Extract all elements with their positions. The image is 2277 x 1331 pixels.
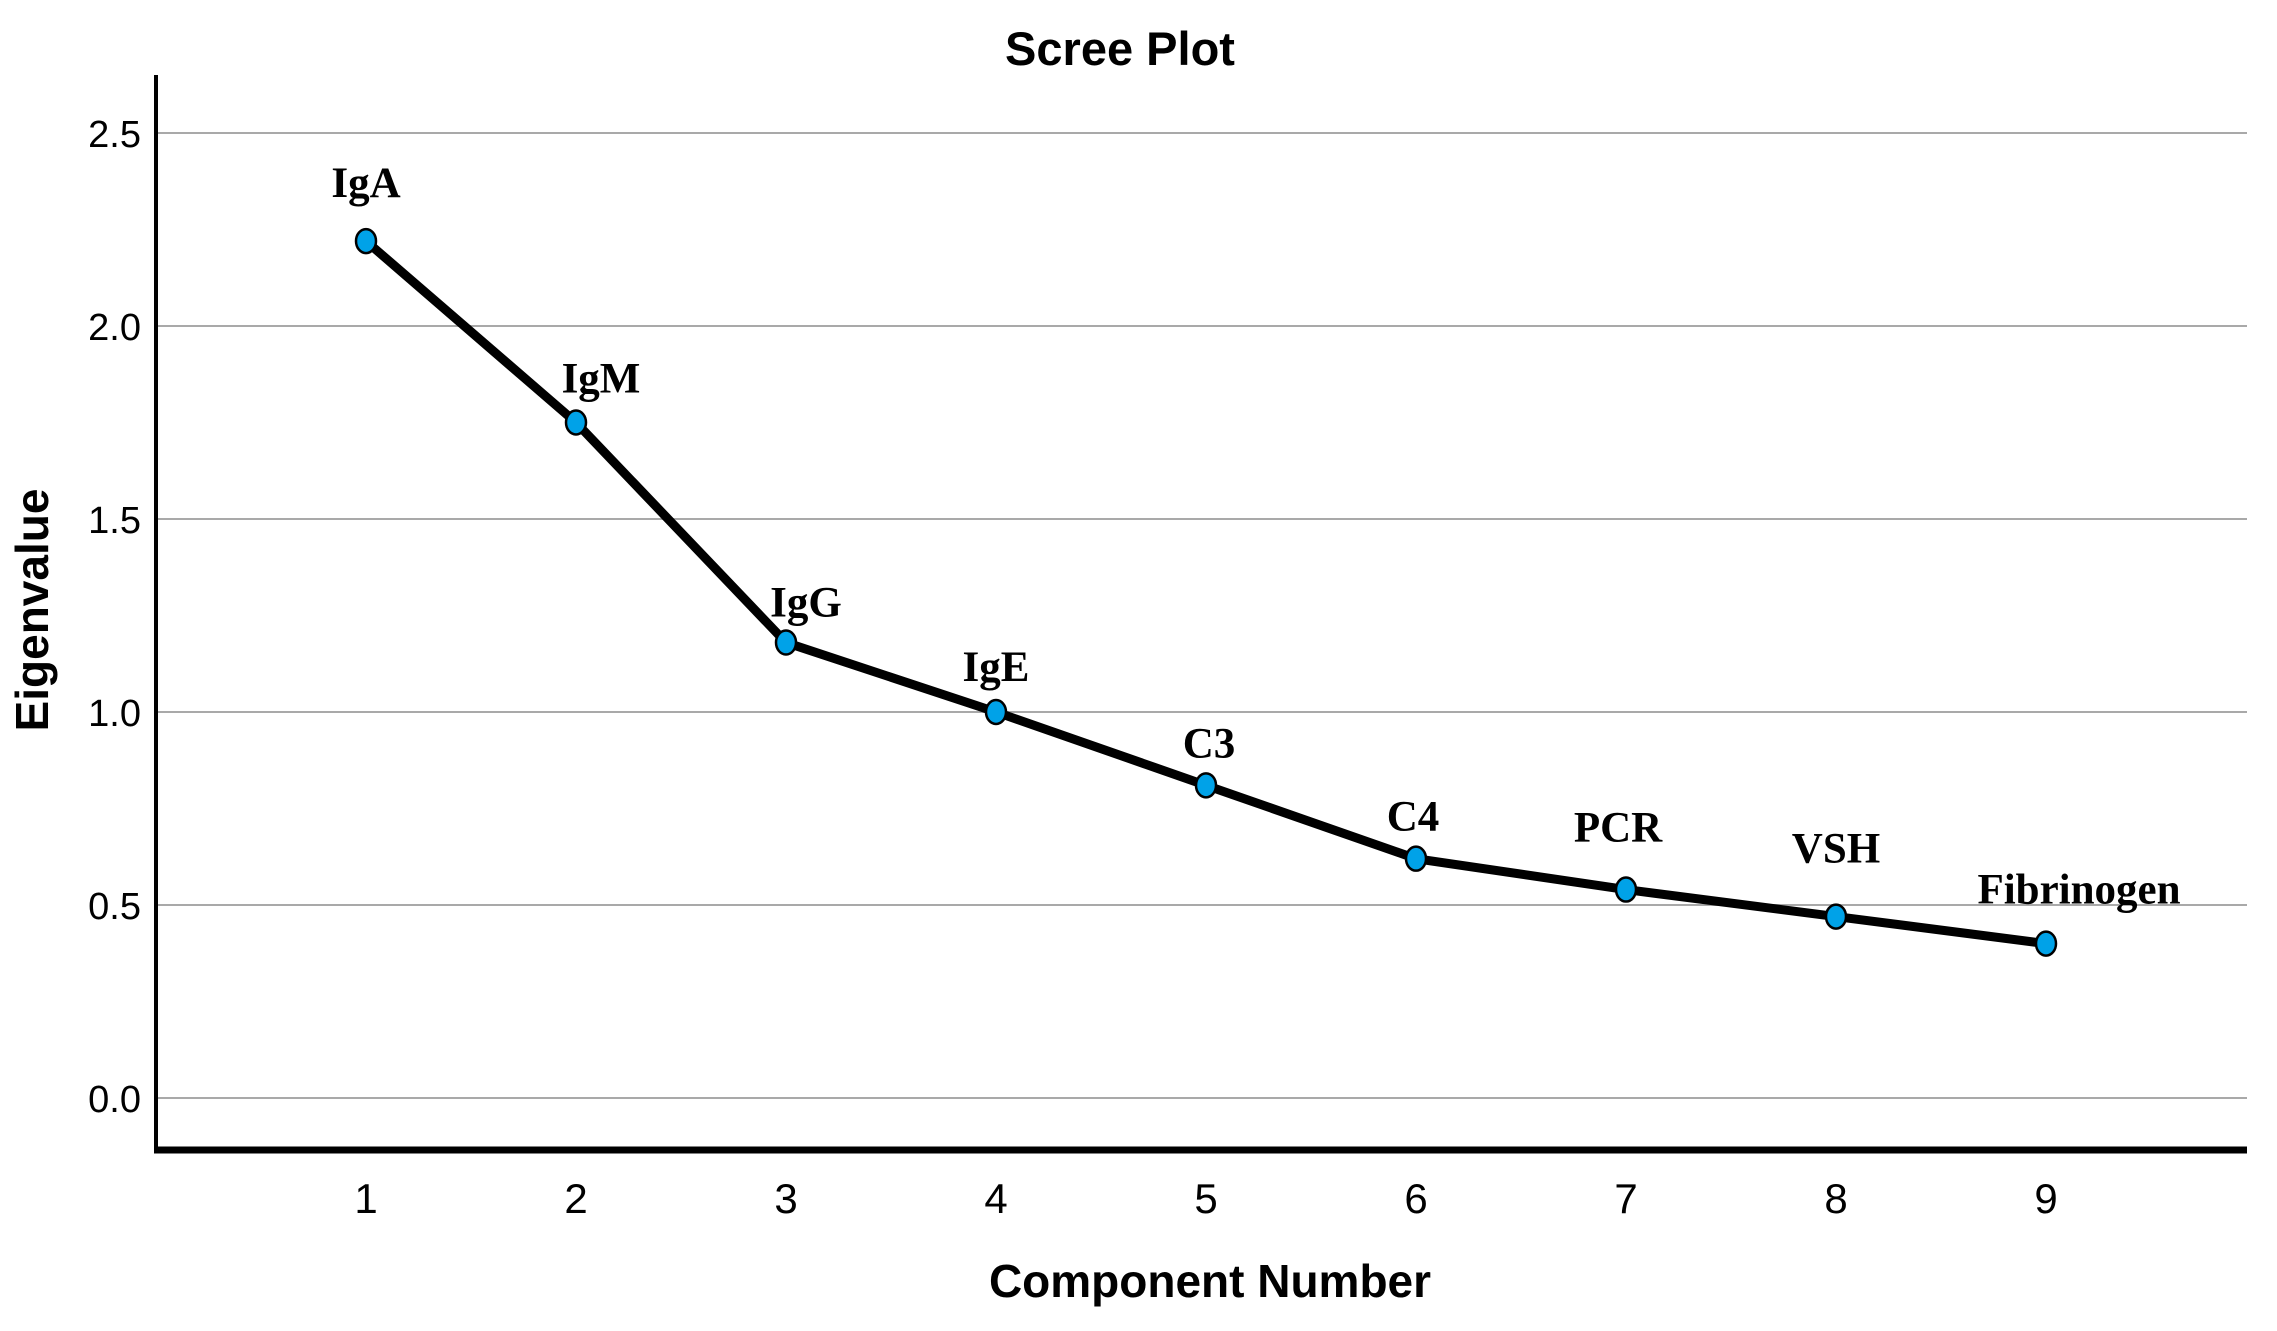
axes-layer: [154, 75, 2247, 1154]
point-label: IgE: [963, 644, 1030, 691]
data-point-marker: [1824, 903, 1848, 930]
data-point-marker: [1404, 845, 1428, 872]
point-label: C3: [1183, 720, 1236, 767]
x-tick-label: 1: [354, 1175, 377, 1222]
x-tick-label: 8: [1824, 1175, 1847, 1222]
x-tick-label: 4: [984, 1175, 1007, 1222]
data-point-marker: [564, 409, 588, 436]
data-point-marker: [354, 227, 378, 255]
y-tick-label: 2.0: [88, 307, 141, 349]
chart-title: Scree Plot: [1005, 22, 1235, 75]
y-tick-label: 1.0: [88, 693, 141, 735]
x-tick-label: 5: [1194, 1175, 1217, 1222]
x-axis-title: Component Number: [989, 1255, 1431, 1307]
x-tick-label: 9: [2034, 1175, 2057, 1222]
data-point-marker: [2034, 930, 2058, 957]
point-label: IgM: [562, 356, 641, 403]
point-label: C4: [1387, 794, 1440, 841]
point-labels-layer: IgA IgM IgG IgE C3 C4 PCR VSH Fibrinogen: [331, 160, 2180, 914]
data-point-marker: [774, 629, 798, 656]
gridlines-layer: [156, 132, 2247, 1099]
tick-labels-layer: 0.0 0.5 1.0 1.5 2.0 2.5 1 2 3 4 5 6 7 8 9: [88, 114, 2058, 1222]
point-label: VSH: [1792, 826, 1880, 873]
y-tick-label: 1.5: [88, 500, 141, 542]
x-tick-label: 6: [1404, 1175, 1427, 1222]
y-tick-label: 0.5: [88, 886, 141, 928]
data-point-marker: [1614, 876, 1638, 903]
point-label: Fibrinogen: [1977, 867, 2180, 914]
series-layer: [354, 227, 2058, 957]
x-tick-label: 7: [1614, 1175, 1637, 1222]
y-tick-label: 2.5: [88, 114, 141, 156]
data-point-marker: [1194, 772, 1218, 799]
x-tick-label: 3: [774, 1175, 797, 1222]
point-label: IgG: [770, 580, 842, 627]
y-axis-title: Eigenvalue: [6, 489, 58, 732]
point-label: IgA: [331, 160, 400, 207]
point-label: PCR: [1574, 805, 1663, 852]
data-point-marker: [984, 698, 1008, 726]
y-tick-label: 0.0: [88, 1079, 141, 1121]
x-tick-label: 2: [564, 1175, 587, 1222]
